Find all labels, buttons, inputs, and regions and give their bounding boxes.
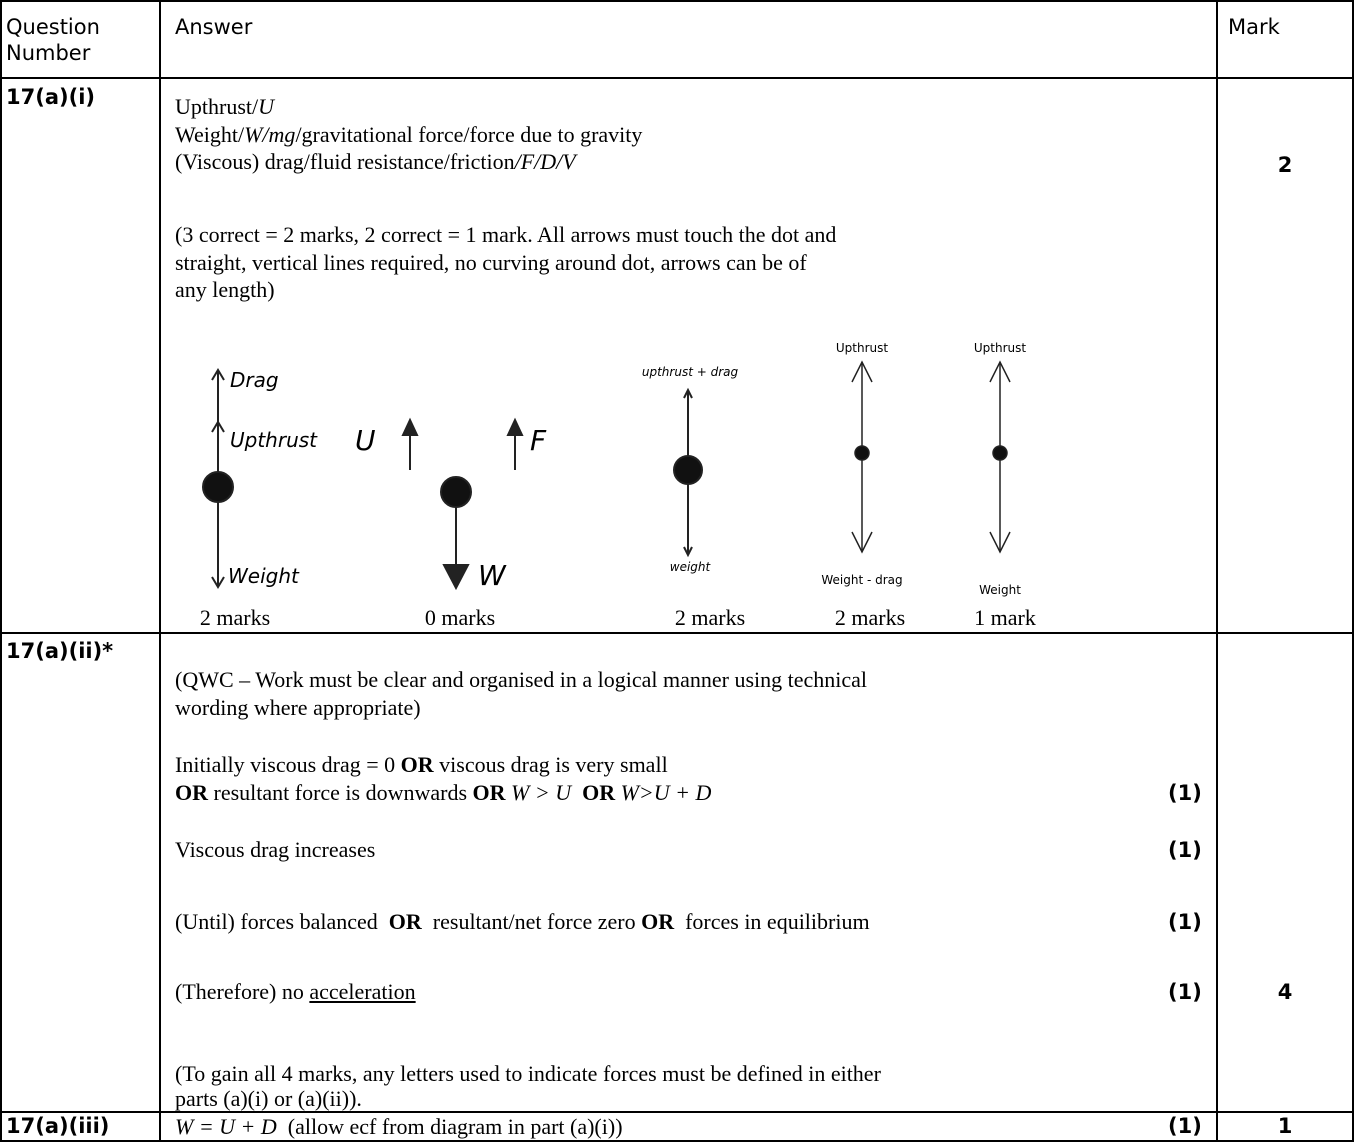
keyword: OR bbox=[641, 909, 675, 934]
text: /gravitational force/force due to gravit… bbox=[295, 122, 643, 147]
example-diagrams: Drag Upthrust Weight U F W upthrust + dr… bbox=[202, 341, 1027, 597]
symbol: W > U bbox=[505, 780, 583, 805]
symbol: W/mg bbox=[244, 122, 296, 147]
caption: 2 marks bbox=[674, 605, 746, 630]
diagram-label: F bbox=[530, 424, 547, 457]
text: (Therefore) no bbox=[175, 979, 310, 1004]
diagram-1 bbox=[202, 368, 234, 589]
text: Weight/ bbox=[175, 122, 245, 147]
rule bbox=[0, 1111, 1354, 1113]
text: (allow ecf from diagram in part (a)(i)) bbox=[276, 1114, 623, 1139]
diagram-label: U bbox=[355, 424, 376, 457]
keyword: OR bbox=[175, 780, 208, 805]
question-number: 17(a)(iii) bbox=[6, 1114, 110, 1138]
text: resultant force is downwards bbox=[208, 780, 473, 805]
diagram-2 bbox=[401, 417, 524, 591]
rule bbox=[0, 1140, 1354, 1142]
keyword: OR bbox=[400, 752, 434, 777]
mark: 2 bbox=[1277, 153, 1293, 177]
rule bbox=[0, 77, 1354, 79]
rule bbox=[1352, 0, 1354, 1142]
rule bbox=[1216, 0, 1218, 1142]
note-line: (3 correct = 2 marks, 2 correct = 1 mark… bbox=[175, 222, 837, 247]
text: viscous drag is very small bbox=[433, 752, 668, 777]
diagram-label: Upthrust bbox=[974, 341, 1027, 355]
equation: W = U + D bbox=[175, 1114, 277, 1139]
header-answer: Answer bbox=[175, 15, 253, 39]
underlined-term: acceleration bbox=[309, 979, 416, 1004]
keyword: OR bbox=[388, 909, 422, 934]
note-line: parts (a)(i) or (a)(ii)). bbox=[175, 1086, 362, 1111]
keyword: OR bbox=[582, 780, 616, 805]
point-line: Initially viscous drag = 0 OR viscous dr… bbox=[175, 752, 668, 778]
caption: 2 marks bbox=[834, 605, 906, 630]
qwc-line: (QWC – Work must be clear and organised … bbox=[175, 667, 868, 692]
diagram-label: Drag bbox=[230, 368, 279, 392]
point-mark: (1) bbox=[1168, 980, 1202, 1004]
caption: 1 mark bbox=[974, 605, 1036, 630]
symbol: W>U + D bbox=[615, 780, 712, 805]
point-line: (Therefore) no acceleration bbox=[175, 979, 416, 1005]
rule bbox=[159, 0, 161, 1142]
mark: 1 bbox=[1277, 1114, 1293, 1138]
diagram-label: Weight - drag bbox=[821, 573, 902, 587]
header-mark: Mark bbox=[1228, 15, 1280, 39]
answer-line: Upthrust/U bbox=[175, 94, 274, 120]
point-mark: (1) bbox=[1168, 1114, 1202, 1138]
text: resultant/net force zero bbox=[421, 909, 642, 934]
note-line: any length) bbox=[175, 277, 275, 302]
text: Initially viscous drag = 0 bbox=[175, 752, 401, 777]
diagram-label: weight bbox=[670, 560, 712, 574]
mark: 4 bbox=[1277, 980, 1293, 1004]
answer-line: Weight/W/mg/gravitational force/force du… bbox=[175, 122, 642, 148]
diagram-label: Upthrust bbox=[230, 428, 318, 452]
caption: 2 marks bbox=[199, 605, 271, 630]
symbol: U bbox=[258, 94, 275, 119]
diagram-label: W bbox=[478, 559, 507, 592]
point-mark: (1) bbox=[1168, 910, 1202, 934]
point-mark: (1) bbox=[1168, 838, 1202, 862]
text: (Until) forces balanced bbox=[175, 909, 389, 934]
caption: 0 marks bbox=[424, 605, 496, 630]
diagram-3 bbox=[673, 387, 703, 558]
point-line: (Until) forces balanced OR resultant/net… bbox=[175, 909, 870, 935]
answer-line: (Viscous) drag/fluid resistance/friction… bbox=[175, 149, 576, 175]
note-line: straight, vertical lines required, no cu… bbox=[175, 250, 807, 275]
qwc-line: wording where appropriate) bbox=[175, 695, 421, 720]
rule bbox=[0, 632, 1354, 634]
note-line: (To gain all 4 marks, any letters used t… bbox=[175, 1061, 881, 1086]
diagram-4 bbox=[851, 360, 1011, 554]
rule bbox=[0, 0, 2, 1142]
point-line: OR resultant force is downwards OR W > U… bbox=[175, 780, 711, 806]
question-number: 17(a)(ii)* bbox=[6, 639, 114, 663]
diagram-label: Weight bbox=[228, 564, 300, 588]
diagram-label: Weight bbox=[979, 583, 1021, 597]
text: (Viscous) drag/fluid resistance/friction bbox=[175, 149, 515, 174]
answer-line: W = U + D (allow ecf from diagram in par… bbox=[175, 1114, 623, 1140]
rule bbox=[0, 0, 1354, 2]
keyword: OR bbox=[472, 780, 506, 805]
question-number: 17(a)(i) bbox=[6, 85, 95, 109]
header-question: Question Number bbox=[6, 15, 100, 65]
point-mark: (1) bbox=[1168, 781, 1202, 805]
symbol: /F/D/V bbox=[514, 149, 576, 174]
point-line: Viscous drag increases bbox=[175, 837, 376, 862]
diagram-label: upthrust + drag bbox=[642, 365, 739, 379]
diagram-label: Upthrust bbox=[836, 341, 889, 355]
text: Upthrust/ bbox=[175, 94, 259, 119]
text: forces in equilibrium bbox=[674, 909, 870, 934]
